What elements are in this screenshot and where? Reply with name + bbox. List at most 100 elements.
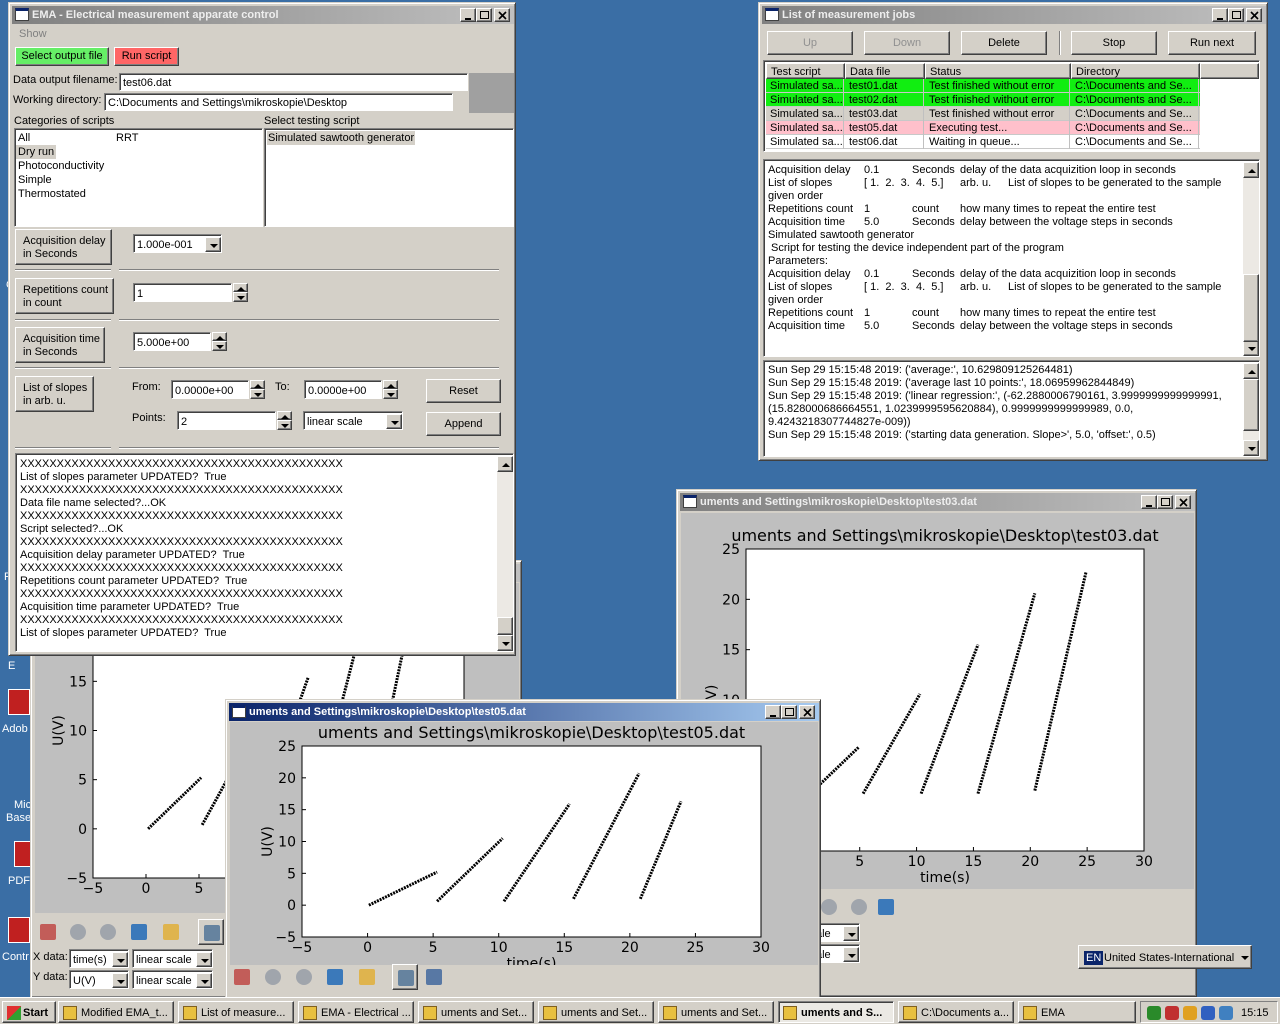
to-spin[interactable]: 0.0000e+00 (304, 380, 382, 399)
x-scale-combo[interactable]: linear scale (132, 949, 213, 968)
window-close-button[interactable] (494, 8, 510, 22)
toolbar-button[interactable] (126, 919, 152, 945)
job-row[interactable]: Simulated sa... test06.dat Waiting in queu… (766, 135, 1200, 149)
spin-down[interactable] (233, 292, 248, 302)
script-item[interactable]: Simulated sawtooth generator (267, 131, 416, 145)
category-item[interactable]: Dry run (16, 145, 57, 159)
toolbar-button[interactable] (95, 919, 121, 945)
toolbar-button[interactable] (260, 964, 286, 990)
category-item[interactable]: RRT (116, 132, 139, 144)
x-data-combo[interactable]: time(s) (69, 949, 129, 968)
scroll-up[interactable] (497, 456, 513, 472)
tray-icon[interactable] (1219, 1006, 1233, 1020)
tray-icon[interactable] (1147, 1006, 1161, 1020)
job-row[interactable]: Simulated sa... test01.dat Test finished w… (766, 79, 1200, 93)
spin-up[interactable] (212, 332, 227, 341)
window-maximize-button[interactable] (1228, 8, 1244, 22)
category-item[interactable]: All (18, 132, 31, 144)
spin-down[interactable] (250, 389, 265, 399)
toolbar-button[interactable] (392, 964, 418, 990)
scroll-up[interactable] (1243, 363, 1259, 379)
tray-icon[interactable] (1165, 1006, 1179, 1020)
taskbar-item[interactable]: C:\Documents a... (898, 1001, 1014, 1023)
directory-field[interactable]: C:\Documents and Settings\mikroskopie\De… (104, 93, 453, 111)
scroll-down[interactable] (1243, 340, 1259, 356)
toolbar-button[interactable] (65, 919, 91, 945)
slopes-button[interactable]: List of slopes in arb. u. (15, 376, 94, 412)
taskbar-item[interactable]: EMA (1018, 1001, 1136, 1023)
job-button[interactable]: Down (864, 31, 950, 55)
spin-down[interactable] (383, 389, 398, 399)
toolbar-button[interactable] (322, 964, 348, 990)
taskbar-item[interactable]: EMA - Electrical ... (298, 1001, 414, 1023)
window-minimize-button[interactable] (1212, 8, 1228, 22)
combo-button[interactable] (196, 952, 212, 967)
parameter-combo[interactable]: 1.000e-001 (133, 234, 222, 253)
window-close-button[interactable] (1175, 495, 1191, 509)
toolbar-button[interactable] (229, 964, 255, 990)
tray-icon[interactable] (1201, 1006, 1215, 1020)
spin-up[interactable] (383, 380, 398, 389)
job-button[interactable]: Run next (1168, 31, 1256, 55)
job-row[interactable]: Simulated sa... test03.dat Test finished w… (766, 107, 1200, 121)
taskbar-item[interactable]: uments and Set... (418, 1001, 534, 1023)
toolbar-button[interactable] (291, 964, 317, 990)
window-minimize-button[interactable] (765, 705, 781, 719)
select-output-button[interactable]: Select output file (15, 47, 109, 66)
category-item[interactable]: Simple (18, 174, 52, 186)
job-button[interactable]: Stop (1071, 31, 1157, 55)
scroll-up[interactable] (1243, 162, 1259, 178)
spin-up[interactable] (233, 283, 248, 292)
taskbar-item[interactable]: uments and S... (778, 1001, 894, 1023)
taskbar-item[interactable]: uments and Set... (538, 1001, 654, 1023)
window-minimize-button[interactable] (1141, 495, 1157, 509)
scroll-down[interactable] (1243, 440, 1259, 456)
window-maximize-button[interactable] (781, 705, 797, 719)
toolbar-button[interactable] (354, 964, 380, 990)
category-item[interactable]: Photoconductivity (18, 160, 105, 172)
spin-up[interactable] (277, 411, 292, 420)
menu-item[interactable]: Show (19, 28, 47, 40)
points-spin[interactable]: 2 (177, 411, 276, 430)
from-spin[interactable]: 0.0000e+00 (171, 380, 249, 399)
scale-combo[interactable]: linear scale (303, 411, 403, 430)
run-script-button[interactable]: Run script (114, 47, 179, 66)
toolbar-button[interactable] (198, 919, 224, 945)
parameter-button[interactable]: Acquisition delay in Seconds (15, 229, 112, 265)
spin-up[interactable] (250, 380, 265, 389)
combo-button[interactable] (196, 973, 212, 988)
combo-button[interactable] (112, 952, 128, 967)
reset-button[interactable]: Reset (426, 379, 501, 403)
tray-icon[interactable] (1183, 1006, 1197, 1020)
parameter-spin[interactable]: 1 (133, 283, 232, 302)
language-bar[interactable]: EN United States-International (1078, 945, 1252, 969)
y-scale-combo[interactable]: linear scale (132, 970, 213, 989)
column-header[interactable]: Test script (766, 63, 845, 79)
combo-button[interactable] (843, 947, 859, 962)
window-close-button[interactable] (799, 705, 815, 719)
toolbar-button[interactable] (816, 894, 842, 920)
toolbar-button[interactable] (846, 894, 872, 920)
window-maximize-button[interactable] (476, 8, 492, 22)
column-header[interactable]: Data file (845, 63, 925, 79)
parameter-button[interactable]: Acquisition time in Seconds (15, 327, 105, 363)
combo-button[interactable] (386, 414, 402, 429)
append-button[interactable]: Append (426, 412, 501, 436)
spin-down[interactable] (277, 420, 292, 430)
toolbar-button[interactable] (35, 919, 61, 945)
combo-button[interactable] (843, 926, 859, 941)
spin-down[interactable] (212, 341, 227, 351)
column-header[interactable]: Status (925, 63, 1071, 79)
toolbar-button[interactable] (873, 894, 899, 920)
category-item[interactable]: Thermostated (18, 188, 86, 200)
parameter-spin[interactable]: 5.000e+00 (133, 332, 211, 351)
job-button[interactable]: Up (767, 31, 853, 55)
window-maximize-button[interactable] (1157, 495, 1173, 509)
output-field[interactable]: test06.dat (119, 73, 468, 91)
column-header[interactable] (1200, 63, 1259, 79)
window-close-button[interactable] (1246, 8, 1262, 22)
combo-button[interactable] (112, 973, 128, 988)
job-row[interactable]: Simulated sa... test05.dat Executing test.… (766, 121, 1200, 135)
scroll-down[interactable] (497, 635, 513, 651)
toolbar-button[interactable] (421, 964, 447, 990)
